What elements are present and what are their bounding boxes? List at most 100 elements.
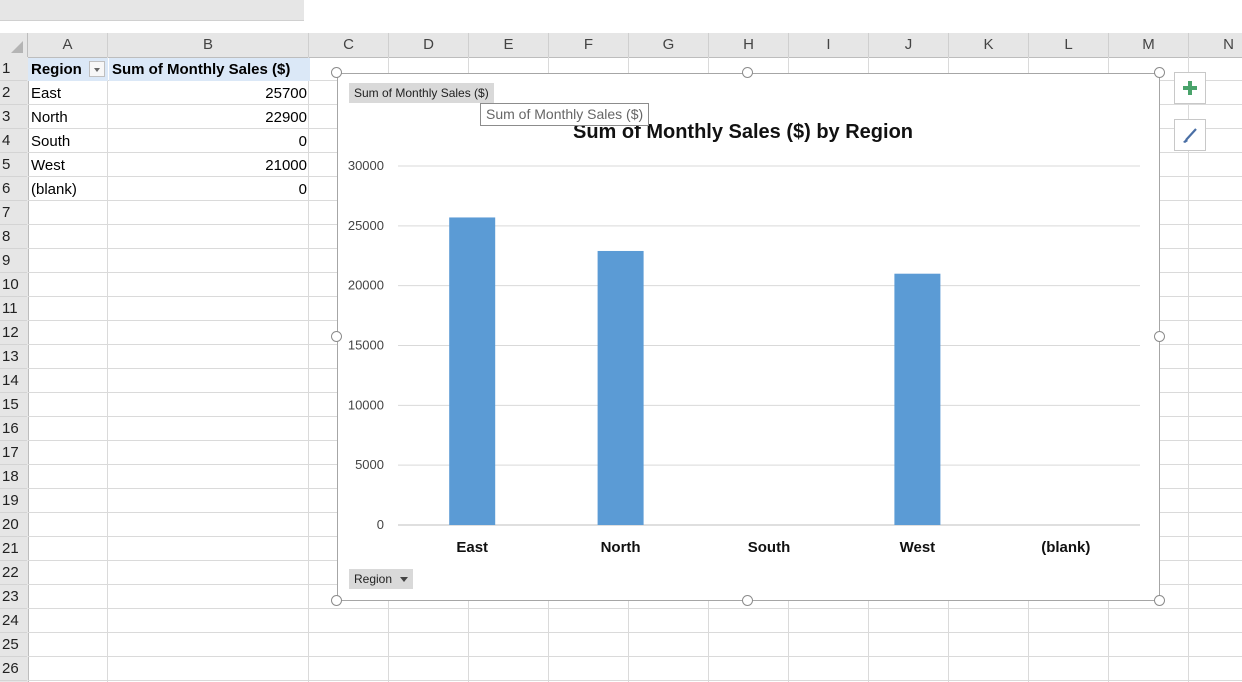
resize-handle-top-left[interactable] bbox=[331, 67, 342, 78]
row-header-22[interactable]: 22 bbox=[0, 561, 27, 585]
select-all-corner[interactable] bbox=[0, 33, 28, 57]
paintbrush-icon bbox=[1183, 128, 1197, 143]
column-header-a[interactable]: A bbox=[28, 33, 108, 57]
column-header-i[interactable]: I bbox=[789, 33, 869, 57]
column-header-d[interactable]: D bbox=[389, 33, 469, 57]
pivot-row-value[interactable]: 25700 bbox=[265, 85, 307, 102]
pivot-row-label[interactable]: (blank) bbox=[31, 181, 77, 198]
row-header-8[interactable]: 8 bbox=[0, 225, 27, 249]
x-category-label: West bbox=[900, 539, 936, 556]
row-header-18[interactable]: 18 bbox=[0, 465, 27, 489]
y-tick-label: 0 bbox=[377, 517, 384, 532]
column-header-k[interactable]: K bbox=[949, 33, 1029, 57]
pivot-row-label[interactable]: North bbox=[31, 109, 68, 126]
region-filter-dropdown[interactable] bbox=[89, 61, 105, 77]
grid-vline bbox=[1188, 57, 1189, 682]
row-header-12[interactable]: 12 bbox=[0, 321, 27, 345]
y-tick-label: 30000 bbox=[348, 158, 384, 173]
y-tick-label: 5000 bbox=[355, 457, 384, 472]
pivot-row-label[interactable]: South bbox=[31, 133, 71, 150]
row-headers: 1 2 3 4 5 6 7 8 9 10 11 12 13 14 15 16 17 18 19 20 21 22 23 24 2… bbox=[0, 57, 29, 682]
row-header-17[interactable]: 17 bbox=[0, 441, 27, 465]
name-box-area[interactable] bbox=[0, 0, 304, 21]
grid-hline bbox=[28, 656, 1242, 657]
row-header-23[interactable]: 23 bbox=[0, 585, 27, 609]
chart-plot-area: Sum of Monthly Sales ($) by Region 0 5000 1… bbox=[348, 121, 1140, 556]
row-header-15[interactable]: 15 bbox=[0, 393, 27, 417]
y-tick-label: 15000 bbox=[348, 338, 384, 353]
y-tick-label: 25000 bbox=[348, 218, 384, 233]
pivot-row-value[interactable]: 0 bbox=[298, 181, 307, 198]
resize-handle-top-right[interactable] bbox=[1154, 67, 1165, 78]
chevron-down-icon bbox=[400, 577, 409, 583]
column-header-c[interactable]: C bbox=[309, 33, 389, 57]
row-header-16[interactable]: 16 bbox=[0, 417, 27, 441]
grid-vline bbox=[308, 57, 309, 682]
row-header-13[interactable]: 13 bbox=[0, 345, 27, 369]
row-header-7[interactable]: 7 bbox=[0, 201, 27, 225]
resize-handle-middle-left[interactable] bbox=[331, 331, 342, 342]
pivot-chart[interactable]: Sum of Monthly Sales ($) Sum of Monthly … bbox=[337, 73, 1160, 601]
y-tick-label: 10000 bbox=[348, 397, 384, 412]
column-header-m[interactable]: M bbox=[1109, 33, 1189, 57]
pivot-header-sum-label: Sum of Monthly Sales ($) bbox=[112, 61, 291, 78]
pivot-row-value[interactable]: 21000 bbox=[265, 157, 307, 174]
resize-handle-bottom-left[interactable] bbox=[331, 595, 342, 606]
row-header-24[interactable]: 24 bbox=[0, 609, 27, 633]
grid-vline bbox=[107, 57, 108, 682]
column-header-e[interactable]: E bbox=[469, 33, 549, 57]
plus-icon bbox=[1183, 81, 1197, 95]
row-header-4[interactable]: 4 bbox=[0, 129, 27, 153]
row-header-25[interactable]: 25 bbox=[0, 633, 27, 657]
resize-handle-bottom-middle[interactable] bbox=[742, 595, 753, 606]
row-header-2[interactable]: 2 bbox=[0, 81, 27, 105]
row-header-1[interactable]: 1 bbox=[0, 57, 27, 81]
x-category-label: South bbox=[748, 539, 791, 556]
y-tick-label: 20000 bbox=[348, 278, 384, 293]
resize-handle-top-middle[interactable] bbox=[742, 67, 753, 78]
field-tooltip: Sum of Monthly Sales ($) bbox=[480, 103, 650, 126]
resize-handle-middle-right[interactable] bbox=[1154, 331, 1165, 342]
region-axis-field-button[interactable]: Region bbox=[349, 569, 414, 589]
row-header-10[interactable]: 10 bbox=[0, 273, 27, 297]
x-category-label: (blank) bbox=[1041, 539, 1090, 556]
column-header-b[interactable]: B bbox=[108, 33, 309, 57]
column-header-g[interactable]: G bbox=[629, 33, 709, 57]
bar-east bbox=[449, 217, 496, 525]
column-header-l[interactable]: L bbox=[1029, 33, 1109, 57]
row-header-14[interactable]: 14 bbox=[0, 369, 27, 393]
column-header-h[interactable]: H bbox=[709, 33, 789, 57]
formula-area bbox=[0, 0, 1242, 33]
grid-hline bbox=[28, 680, 1242, 681]
pivot-row-value[interactable]: 0 bbox=[298, 133, 307, 150]
column-header-f[interactable]: F bbox=[549, 33, 629, 57]
pivot-header-sum[interactable]: Sum of Monthly Sales ($) bbox=[109, 58, 310, 81]
row-header-5[interactable]: 5 bbox=[0, 153, 27, 177]
x-category-label: East bbox=[456, 539, 488, 556]
row-header-19[interactable]: 19 bbox=[0, 489, 27, 513]
row-header-3[interactable]: 3 bbox=[0, 105, 27, 129]
row-header-20[interactable]: 20 bbox=[0, 513, 27, 537]
pivot-row-label[interactable]: West bbox=[31, 157, 65, 174]
pivot-row-value[interactable]: 22900 bbox=[265, 109, 307, 126]
resize-handle-bottom-right[interactable] bbox=[1154, 595, 1165, 606]
row-header-21[interactable]: 21 bbox=[0, 537, 27, 561]
pivot-header-region-label: Region bbox=[31, 61, 82, 78]
bar-north bbox=[597, 250, 644, 526]
row-header-26[interactable]: 26 bbox=[0, 657, 27, 681]
values-field-button[interactable]: Sum of Monthly Sales ($) bbox=[349, 83, 494, 103]
row-header-9[interactable]: 9 bbox=[0, 249, 27, 273]
row-header-6[interactable]: 6 bbox=[0, 177, 27, 201]
pivot-header-region[interactable]: Region bbox=[28, 58, 108, 81]
grid-hline bbox=[28, 608, 1242, 609]
chart-elements-button[interactable] bbox=[1174, 72, 1206, 104]
region-axis-field-label: Region bbox=[354, 572, 393, 586]
bar-west bbox=[894, 273, 941, 525]
values-field-button-label: Sum of Monthly Sales ($) bbox=[354, 86, 489, 100]
pivot-row-label[interactable]: East bbox=[31, 85, 62, 102]
column-header-n[interactable]: N bbox=[1189, 33, 1242, 57]
column-header-j[interactable]: J bbox=[869, 33, 949, 57]
chart-styles-button[interactable] bbox=[1174, 119, 1206, 151]
row-header-11[interactable]: 11 bbox=[0, 297, 27, 321]
